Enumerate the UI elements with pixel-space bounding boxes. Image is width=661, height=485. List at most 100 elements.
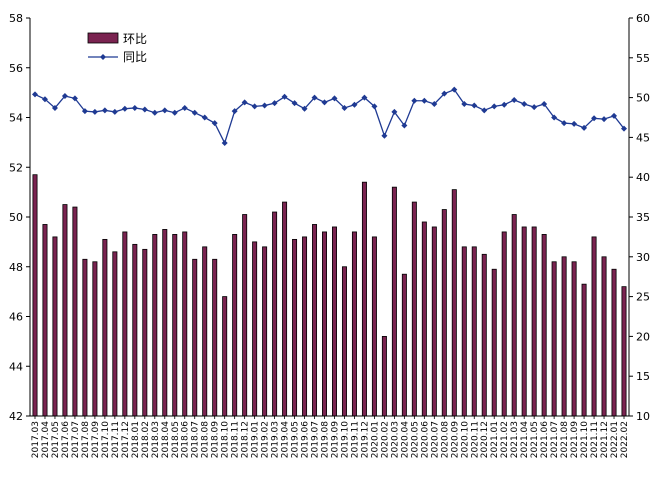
- x-tick-label: 2018.03: [151, 421, 161, 458]
- point-2021.05: [531, 104, 538, 111]
- point-2019.12: [361, 94, 368, 101]
- point-2021.10: [581, 124, 588, 131]
- point-2017.06: [61, 93, 68, 100]
- x-tick-label: 2021.09: [570, 421, 580, 458]
- right-tick-label: 30: [636, 251, 650, 264]
- bar-2021.10: [581, 283, 587, 417]
- point-2019.03: [271, 100, 278, 107]
- x-tick-label: 2020.12: [480, 421, 490, 458]
- x-tick-label: 2017.10: [101, 421, 111, 458]
- bar-2021.02: [501, 231, 507, 417]
- bar-2019.07: [312, 224, 318, 417]
- point-2017.12: [121, 105, 128, 112]
- bar-2019.08: [322, 231, 328, 417]
- bar-2018.03: [152, 234, 158, 417]
- point-2022.01: [611, 112, 618, 119]
- point-2019.07: [311, 94, 318, 101]
- bar-2019.09: [331, 226, 337, 417]
- x-tick-label: 2018.02: [141, 421, 151, 458]
- point-2020.08: [441, 90, 448, 97]
- point-2019.11: [351, 101, 358, 108]
- point-2018.12: [241, 99, 248, 106]
- point-2019.01: [251, 103, 258, 110]
- x-tick-label: 2018.11: [231, 421, 241, 458]
- bar-2019.02: [262, 246, 268, 417]
- x-tick-label: 2019.01: [251, 421, 261, 458]
- x-tick-label: 2020.03: [390, 421, 400, 458]
- bar-2020.01: [371, 236, 377, 417]
- point-2018.09: [211, 120, 218, 127]
- bar-2018.05: [172, 234, 178, 417]
- bar-2018.12: [242, 214, 248, 417]
- right-tick-label: 25: [636, 291, 650, 304]
- bar-2017.04: [42, 224, 48, 417]
- x-tick-label: 2017.12: [121, 421, 131, 458]
- point-2019.05: [291, 100, 298, 107]
- bar-2019.10: [341, 266, 347, 417]
- right-tick-label: 10: [636, 410, 650, 423]
- point-2020.07: [431, 100, 438, 107]
- axes: [26, 17, 633, 419]
- point-2019.04: [281, 93, 288, 100]
- right-tick-label: 15: [636, 370, 650, 383]
- x-tick-label: 2021.03: [510, 421, 520, 458]
- x-tick-label: 2018.12: [241, 421, 251, 458]
- bar-2020.04: [401, 273, 407, 417]
- x-tick-label: 2019.05: [291, 421, 301, 458]
- bar-2018.11: [232, 234, 238, 417]
- x-tick-label: 2018.05: [171, 421, 181, 458]
- point-2018.11: [231, 108, 238, 115]
- x-tick-label: 2020.04: [400, 421, 410, 458]
- x-tick-label: 2021.07: [550, 421, 560, 458]
- right-tick-label: 35: [636, 211, 650, 224]
- x-tick-label: 2019.08: [321, 421, 331, 458]
- right-tick-label: 20: [636, 330, 650, 343]
- x-tick-label: 2018.10: [221, 421, 231, 458]
- point-2017.04: [41, 96, 48, 103]
- bar-2019.12: [361, 181, 367, 417]
- point-2020.02: [381, 132, 388, 139]
- point-2019.06: [301, 105, 308, 112]
- bar-2019.11: [351, 231, 357, 417]
- x-tick-label: 2022.01: [610, 421, 620, 458]
- point-2021.02: [501, 101, 508, 108]
- x-tick-label: 2020.11: [470, 421, 480, 458]
- bar-2021.11: [591, 236, 597, 417]
- x-tick-label: 2020.06: [420, 421, 430, 458]
- left-tick-label: 52: [9, 161, 23, 174]
- point-2017.03: [31, 91, 38, 98]
- left-tick-label: 42: [9, 410, 23, 423]
- point-2018.02: [141, 106, 148, 113]
- left-tick-label: 44: [9, 360, 23, 373]
- bar-2020.02: [381, 335, 387, 417]
- point-2021.01: [491, 103, 498, 110]
- point-2020.03: [391, 108, 398, 115]
- bar-2018.06: [182, 231, 188, 417]
- bar-2020.12: [481, 253, 487, 417]
- point-2021.12: [601, 116, 608, 123]
- x-tick-label: 2019.06: [301, 421, 311, 458]
- x-tick-label: 2018.01: [131, 421, 141, 458]
- point-2021.09: [571, 120, 578, 127]
- legend-swatch-huanbi: [87, 32, 119, 44]
- x-tick-label: 2019.12: [360, 421, 370, 458]
- bar-2019.01: [252, 241, 258, 417]
- x-tick-label: 2018.06: [181, 421, 191, 458]
- bar-2020.10: [461, 246, 467, 417]
- x-tick-label: 2017.07: [71, 421, 81, 458]
- line-path: [34, 88, 625, 145]
- bar-2017.06: [62, 204, 68, 417]
- bar-2022.01: [611, 268, 617, 417]
- right-tick-label: 40: [636, 171, 650, 184]
- x-tick-label: 2019.10: [340, 421, 350, 458]
- point-2022.02: [621, 125, 628, 132]
- point-2021.07: [551, 114, 558, 121]
- legend-label-huanbi: 环比: [123, 32, 147, 46]
- point-2018.04: [161, 107, 168, 114]
- bar-2020.06: [421, 221, 427, 417]
- point-2017.08: [81, 108, 88, 115]
- bar-2017.11: [112, 251, 118, 417]
- point-2020.10: [461, 100, 468, 107]
- bar-2021.09: [571, 261, 577, 417]
- bar-2021.01: [491, 268, 497, 417]
